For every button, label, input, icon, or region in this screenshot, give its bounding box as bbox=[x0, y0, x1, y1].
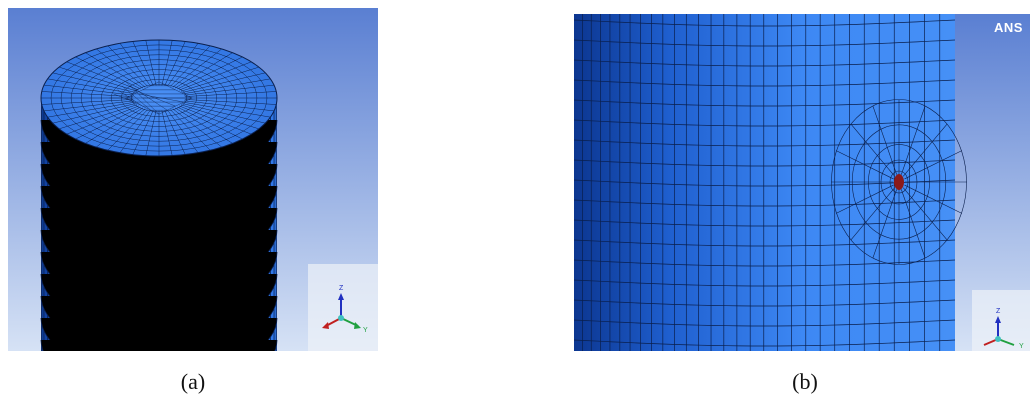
mesh-view-panel-a: Z Y bbox=[8, 8, 378, 351]
triad-y-label: Y bbox=[363, 327, 368, 334]
ansys-logo: ANS bbox=[994, 20, 1023, 35]
mesh-view-panel-b: ANS Z Y bbox=[574, 14, 1030, 351]
caption-b: (b) bbox=[792, 369, 818, 394]
cylinder-side-refined-mesh-image: ANS Z Y bbox=[574, 14, 1030, 351]
triad-box bbox=[972, 290, 1030, 351]
triad-z-label: Z bbox=[996, 308, 1001, 315]
coordinate-triad-icon: Z Y bbox=[983, 308, 1024, 350]
coordinate-triad-icon: Z Y bbox=[322, 285, 368, 334]
defect-marker bbox=[894, 174, 904, 190]
triad-box bbox=[308, 264, 378, 351]
triad-z-label: Z bbox=[339, 285, 344, 292]
cylinder-top-mesh-image: Z Y bbox=[8, 8, 378, 351]
caption-a: (a) bbox=[180, 369, 206, 394]
triad-y-label: Y bbox=[1019, 343, 1024, 350]
